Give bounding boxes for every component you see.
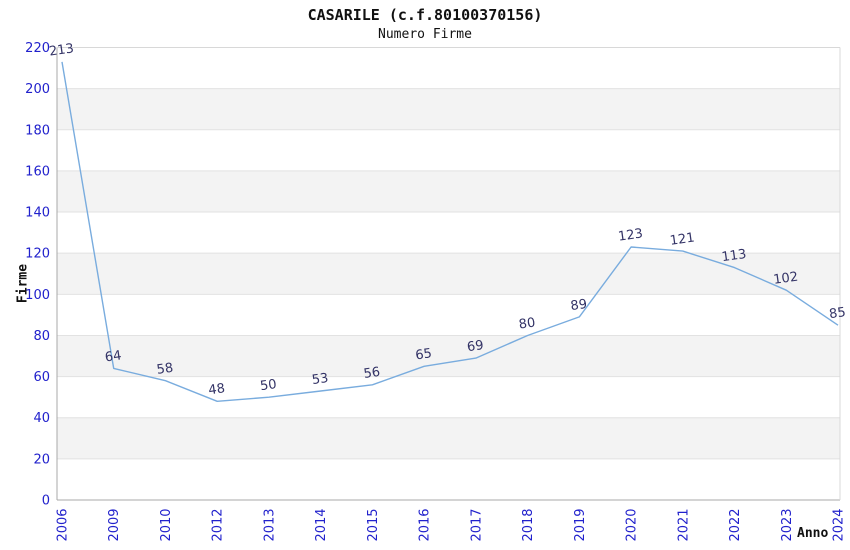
chart-title: CASARILE (c.f.80100370156) [307,6,543,24]
chart-subtitle: Numero Firme [378,27,472,42]
y-tick-label: 120 [25,247,50,262]
plot-band [57,88,840,130]
x-tick-label: 2006 [56,508,71,541]
data-point-label: 48 [207,381,225,398]
x-tick-label: 2020 [625,508,640,541]
x-tick-label: 2017 [469,508,484,541]
data-point-label: 80 [518,315,536,332]
x-tick-label: 2019 [573,508,588,541]
data-point-label: 50 [259,377,277,394]
data-point-label: 89 [570,297,588,314]
y-tick-label: 160 [25,164,50,179]
data-point-label: 69 [466,338,484,355]
data-line [61,61,839,402]
data-point-label: 123 [617,226,644,244]
y-tick-label: 20 [33,452,50,467]
y-tick-label: 40 [33,411,50,426]
x-tick-label: 2022 [728,508,743,541]
data-point-label: 56 [363,365,381,382]
y-tick-label: 140 [25,206,50,221]
x-tick-label: 2021 [676,508,691,541]
x-tick-label: 2010 [159,508,174,541]
data-point-label: 121 [669,231,696,249]
data-point-label: 53 [311,371,329,388]
data-point-label: 64 [104,348,122,365]
y-tick-label: 220 [25,41,50,56]
y-tick-label: 180 [25,123,50,138]
x-tick-label: 2016 [418,508,433,541]
data-point-label: 113 [721,247,748,265]
x-tick-label: 2023 [780,508,795,541]
y-tick-label: 0 [42,494,50,509]
x-tick-label: 2015 [366,508,381,541]
y-axis-title: Firme [15,263,31,304]
x-axis-title: Anno [797,526,829,541]
y-tick-label: 80 [33,329,50,344]
x-tick-label: 2009 [107,508,122,541]
x-tick-label: 2014 [314,508,329,541]
y-tick-label: 60 [33,370,50,385]
x-tick-label: 2013 [262,508,277,541]
x-tick-label: 2024 [832,508,847,541]
y-tick-label: 200 [25,82,50,97]
data-point-label: 85 [828,305,846,322]
data-point-label: 102 [772,270,799,288]
data-point-label: 213 [48,41,75,59]
plot-band [57,170,840,213]
plot-band [57,335,840,377]
data-point-label: 65 [414,346,432,363]
x-tick-label: 2012 [211,508,226,541]
x-tick-label: 2018 [521,508,536,541]
data-point-label: 58 [156,361,174,378]
plot-band [57,417,840,459]
y-tick-label: 100 [25,288,50,303]
